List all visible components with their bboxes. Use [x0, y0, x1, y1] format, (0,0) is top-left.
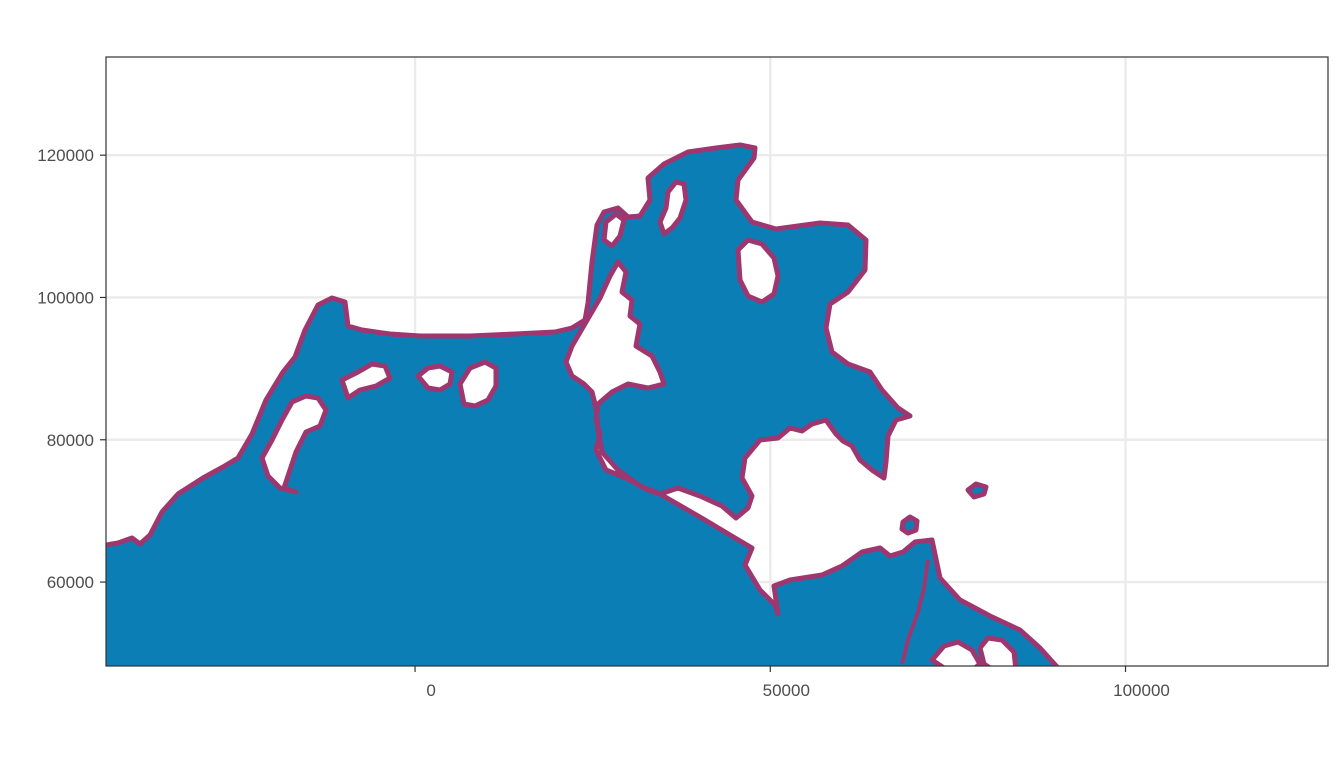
bay-north-rugen-2	[601, 211, 627, 249]
inlet-south	[929, 639, 983, 666]
panel-border	[105, 56, 1329, 667]
y-tick-label: 60000	[47, 573, 94, 592]
lagoon-bodden-mid-3	[457, 359, 499, 409]
axes: 0 50000 100000 60000 80000 100000 120000	[37, 146, 1170, 700]
lagoon-bodden-mid-2	[415, 363, 455, 393]
mainland-landmass	[106, 142, 1060, 666]
lagoon-bodden-mid-1	[339, 361, 393, 401]
inlet-southeast-channel	[900, 559, 930, 665]
island-small-1	[899, 514, 920, 536]
bay-east-rugen	[735, 237, 781, 305]
inlet-south-2	[977, 635, 1019, 666]
x-tick-label: 0	[426, 681, 435, 700]
y-tick-label: 120000	[37, 146, 94, 165]
x-tick-label: 50000	[763, 681, 810, 700]
y-tick-label: 100000	[37, 288, 94, 307]
landmass-layer	[106, 142, 1060, 666]
lagoon-bodden-west	[259, 393, 329, 495]
y-tick-label: 80000	[47, 431, 94, 450]
island-small-2	[965, 481, 989, 500]
x-tick-label: 100000	[1113, 681, 1170, 700]
bay-north-rugen	[657, 179, 689, 237]
strait-water	[563, 259, 667, 497]
